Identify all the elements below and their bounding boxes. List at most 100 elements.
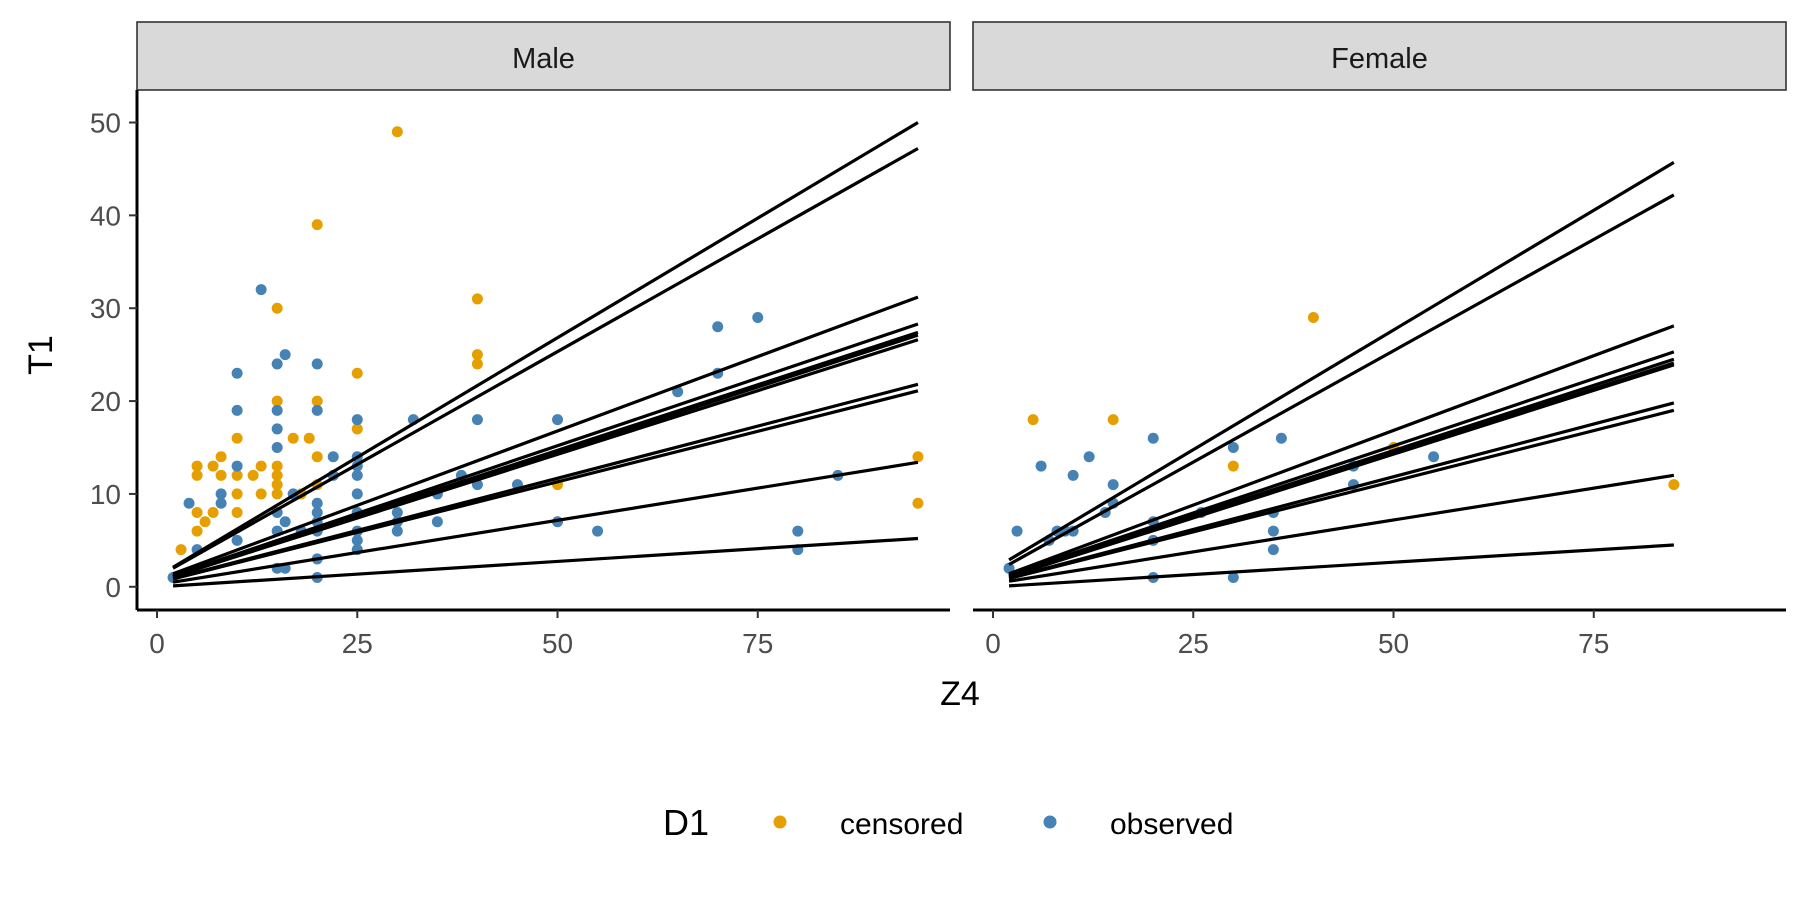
- fit-line-layer: [1008, 161, 1675, 588]
- observed-point: [271, 404, 283, 416]
- x-tick-label: 50: [542, 628, 573, 659]
- censored-point: [1107, 414, 1119, 426]
- y-tick-label: 0: [105, 572, 121, 603]
- observed-point: [1267, 544, 1279, 556]
- x-tick-label: 0: [149, 628, 165, 659]
- observed-point: [1275, 432, 1287, 444]
- censored-point: [191, 525, 203, 537]
- censored-point: [231, 432, 243, 444]
- censored-point: [191, 460, 203, 472]
- observed-point: [183, 497, 195, 509]
- censored-point: [271, 395, 283, 407]
- fit-line-layer: [172, 121, 919, 588]
- legend-key-observed: [1043, 815, 1057, 829]
- censored-point: [231, 507, 243, 518]
- observed-point: [279, 516, 291, 528]
- observed-point: [231, 367, 243, 379]
- y-tick-label: 40: [90, 200, 121, 231]
- facet-strip: [136, 21, 951, 91]
- censored-point: [1668, 479, 1680, 491]
- fit-line: [172, 338, 919, 579]
- fit-line: [172, 295, 919, 576]
- censored-point: [255, 488, 267, 500]
- observed-point: [1107, 479, 1119, 491]
- censored-point: [1227, 460, 1239, 472]
- observed-point: [351, 414, 363, 426]
- censored-point: [271, 469, 283, 481]
- censored-point: [912, 451, 924, 463]
- censored-point: [255, 460, 267, 472]
- facet-panel-male: Male 0 10 20 30 40 50 0 25 50 75: [90, 21, 951, 659]
- observed-point: [1428, 451, 1440, 463]
- censored-point: [215, 451, 227, 463]
- x-tick-label: 75: [742, 628, 773, 659]
- censored-point: [231, 469, 243, 481]
- legend: D1 censored observed: [663, 802, 1233, 843]
- observed-point: [311, 404, 323, 416]
- fit-line: [172, 147, 919, 570]
- observed-point: [215, 497, 227, 509]
- observed-point: [271, 423, 283, 435]
- y-tick-label: 10: [90, 479, 121, 510]
- x-tick-label: 75: [1578, 628, 1609, 659]
- observed-point: [327, 451, 339, 463]
- observed-point: [279, 349, 291, 361]
- observed-point: [1011, 525, 1023, 537]
- observed-point: [1003, 562, 1015, 574]
- fit-line: [1008, 408, 1675, 580]
- x-tick-label: 0: [985, 628, 1001, 659]
- observed-point: [431, 516, 443, 528]
- facet-strip-label: Female: [1331, 43, 1428, 75]
- censored-point: [191, 507, 203, 518]
- legend-label-observed: observed: [1110, 808, 1233, 841]
- fit-line: [1008, 193, 1675, 566]
- censored-point: [351, 367, 363, 379]
- y-tick-label: 20: [90, 386, 121, 417]
- observed-point: [231, 534, 243, 546]
- x-tick-label: 25: [342, 628, 373, 659]
- point-layer: [167, 126, 924, 583]
- censored-point: [271, 479, 283, 491]
- observed-point: [792, 525, 804, 537]
- x-axis-title: Z4: [940, 675, 980, 713]
- observed-point: [351, 534, 363, 546]
- fit-line: [172, 322, 919, 578]
- fit-line: [1008, 363, 1675, 579]
- legend-key-censored: [773, 815, 787, 829]
- observed-point: [351, 488, 363, 500]
- censored-point: [351, 423, 363, 435]
- observed-point: [752, 312, 764, 323]
- observed-point: [391, 507, 403, 518]
- fit-line: [172, 536, 919, 588]
- fit-line: [1008, 161, 1675, 562]
- observed-point: [1083, 451, 1095, 463]
- censored-point: [1307, 312, 1319, 323]
- observed-point: [552, 414, 564, 426]
- observed-point: [231, 460, 243, 472]
- observed-point: [1147, 432, 1159, 444]
- fit-line: [172, 460, 919, 584]
- y-tick-label: 30: [90, 293, 121, 324]
- censored-point: [1027, 414, 1039, 426]
- observed-point: [271, 358, 283, 370]
- y-axis-title: T1: [22, 335, 60, 375]
- observed-point: [1227, 572, 1239, 583]
- censored-point: [311, 451, 323, 463]
- censored-point: [311, 219, 323, 231]
- censored-point: [287, 432, 299, 444]
- observed-point: [311, 358, 323, 370]
- observed-point: [391, 525, 403, 537]
- censored-point: [471, 358, 483, 370]
- observed-point: [311, 497, 323, 509]
- observed-point: [1067, 469, 1079, 481]
- observed-point: [351, 469, 363, 481]
- legend-title: D1: [663, 802, 709, 843]
- censored-point: [271, 488, 283, 500]
- censored-point: [303, 432, 315, 444]
- censored-point: [215, 469, 227, 481]
- fit-line: [1008, 350, 1675, 577]
- facet-strip: [972, 21, 1787, 91]
- censored-point: [207, 460, 219, 472]
- censored-point: [912, 497, 924, 509]
